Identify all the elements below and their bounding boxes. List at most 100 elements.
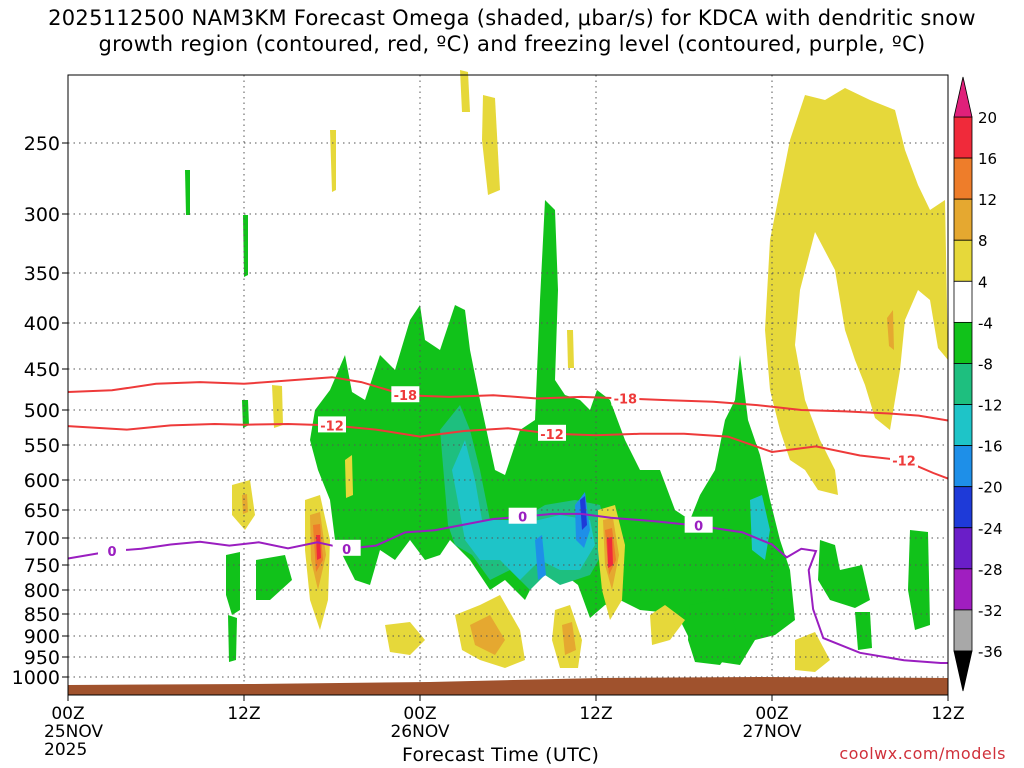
y-tick-label: 300 [24,204,60,226]
isoline-label-bg [318,416,346,433]
x-tick-label: 2025 [44,740,87,760]
y-tick-label: 800 [24,580,60,602]
isoline-0 [67,376,949,422]
colorbar-label: -20 [978,479,1003,497]
x-tick-label: 00Z [51,704,84,724]
omega-positive-cell [607,537,613,568]
isoline-label-bg [508,507,537,524]
y-tick-label: 350 [24,263,60,285]
omega-negative-streak [688,598,738,665]
x-tick-label: 00Z [403,704,436,724]
omega-positive-streak [330,130,336,192]
omega-negative-core [535,535,546,580]
colorbar-label: -36 [978,643,1003,661]
colorbar-band [953,198,973,241]
y-tick-label: 850 [24,604,60,626]
y-tick-label: 1000 [12,667,60,689]
x-tick-label: 12Z [579,704,612,724]
omega-positive-streak [272,385,283,428]
isolines: -18 -18 -12 -12 -12 0 0 0 0 [67,376,949,664]
y-tick-label: 250 [24,133,60,155]
omega-positive-cell [385,622,425,655]
omega-positive-cell [345,455,353,498]
colorbar: 20 16 12 8 4 -4 -8 -12 -16 -20 -24 -28 -32 -36 [953,76,1003,692]
isoline-label-bg [538,424,566,441]
x-tick-label: 12Z [227,704,260,724]
isoline-label: 0 [694,520,703,535]
isoline-label-bg [611,389,640,406]
colorbar-band [953,445,973,488]
isoline-1 [67,422,949,480]
colorbar-band [953,363,973,405]
colorbar-band [953,568,973,611]
plot-frame [67,74,949,696]
omega-negative-streak [228,615,237,662]
y-tick-label: 500 [24,400,60,422]
y-tick-label: 450 [24,359,60,381]
omega-negative-streak [818,540,870,608]
colorbar-band [953,157,973,200]
omega-negative-band [452,440,595,580]
colorbar-band [953,116,973,159]
y-tick-label: 900 [24,626,60,648]
isoline-label: -18 [394,389,418,404]
omega-positive-cell [650,605,685,645]
colorbar-band [953,239,973,282]
omega-positive-cell [242,494,248,514]
isoline-label-bg [332,539,361,556]
omega-negative-streak [226,552,240,615]
credit-link[interactable]: coolwx.com/models [839,744,1006,763]
isoline-label-bg [391,386,420,403]
y-axis: 2503003504004505005506006507007508008509… [12,133,68,689]
colorbar-label: 4 [978,273,988,291]
omega-shading [185,70,948,672]
colorbar-band [953,486,973,529]
omega-positive-streak [567,330,574,368]
isoline-label-bg [890,451,918,468]
colorbar-bottom-arrow [953,650,973,692]
colorbar-label: -24 [978,520,1003,538]
isoline-2 [67,512,948,664]
omega-negative-streak [256,555,292,600]
isoline-label-bg [684,516,713,533]
y-tick-label: 650 [24,500,60,522]
ground-band [68,677,948,695]
colorbar-band [953,527,973,570]
y-tick-label: 600 [24,470,60,492]
colorbar-top-arrow [953,76,973,118]
isoline-label: 0 [107,545,116,560]
colorbar-band [953,280,973,323]
omega-positive-cell [470,615,505,655]
isoline-label: -18 [614,393,638,408]
isoline-label: 0 [518,511,527,526]
isoline-label: 0 [342,543,351,558]
colorbar-label: 20 [978,109,997,127]
chart-title-line-1: 2025112500 NAM3KM Forecast Omega (shaded… [48,6,976,30]
omega-positive-streak [460,70,470,112]
colorbar-label: -8 [978,355,993,373]
omega-negative-streak [908,530,930,630]
y-tick-label: 550 [24,435,60,457]
x-tick-label: 00Z [755,704,788,724]
isoline-label-bg [98,541,126,558]
colorbar-label: -4 [978,314,993,332]
colorbar-band [953,321,973,364]
colorbar-label: -16 [978,438,1003,456]
ground-fill [68,677,948,695]
colorbar-label: -12 [978,397,1003,415]
omega-positive-cell [562,622,576,655]
omega-positive-upper-core [887,310,894,350]
omega-positive-cell [316,535,321,560]
colorbar-label: -28 [978,561,1003,579]
y-tick-label: 950 [24,647,60,669]
colorbar-label: 8 [978,232,988,250]
colorbar-label: -32 [978,602,1003,620]
omega-positive-streak [482,95,500,195]
x-tick-label: 12Z [931,704,964,724]
colorbar-label: 16 [978,150,997,168]
omega-negative-band [750,495,770,560]
y-tick-label: 700 [24,528,60,550]
isoline-label: -12 [320,419,344,434]
